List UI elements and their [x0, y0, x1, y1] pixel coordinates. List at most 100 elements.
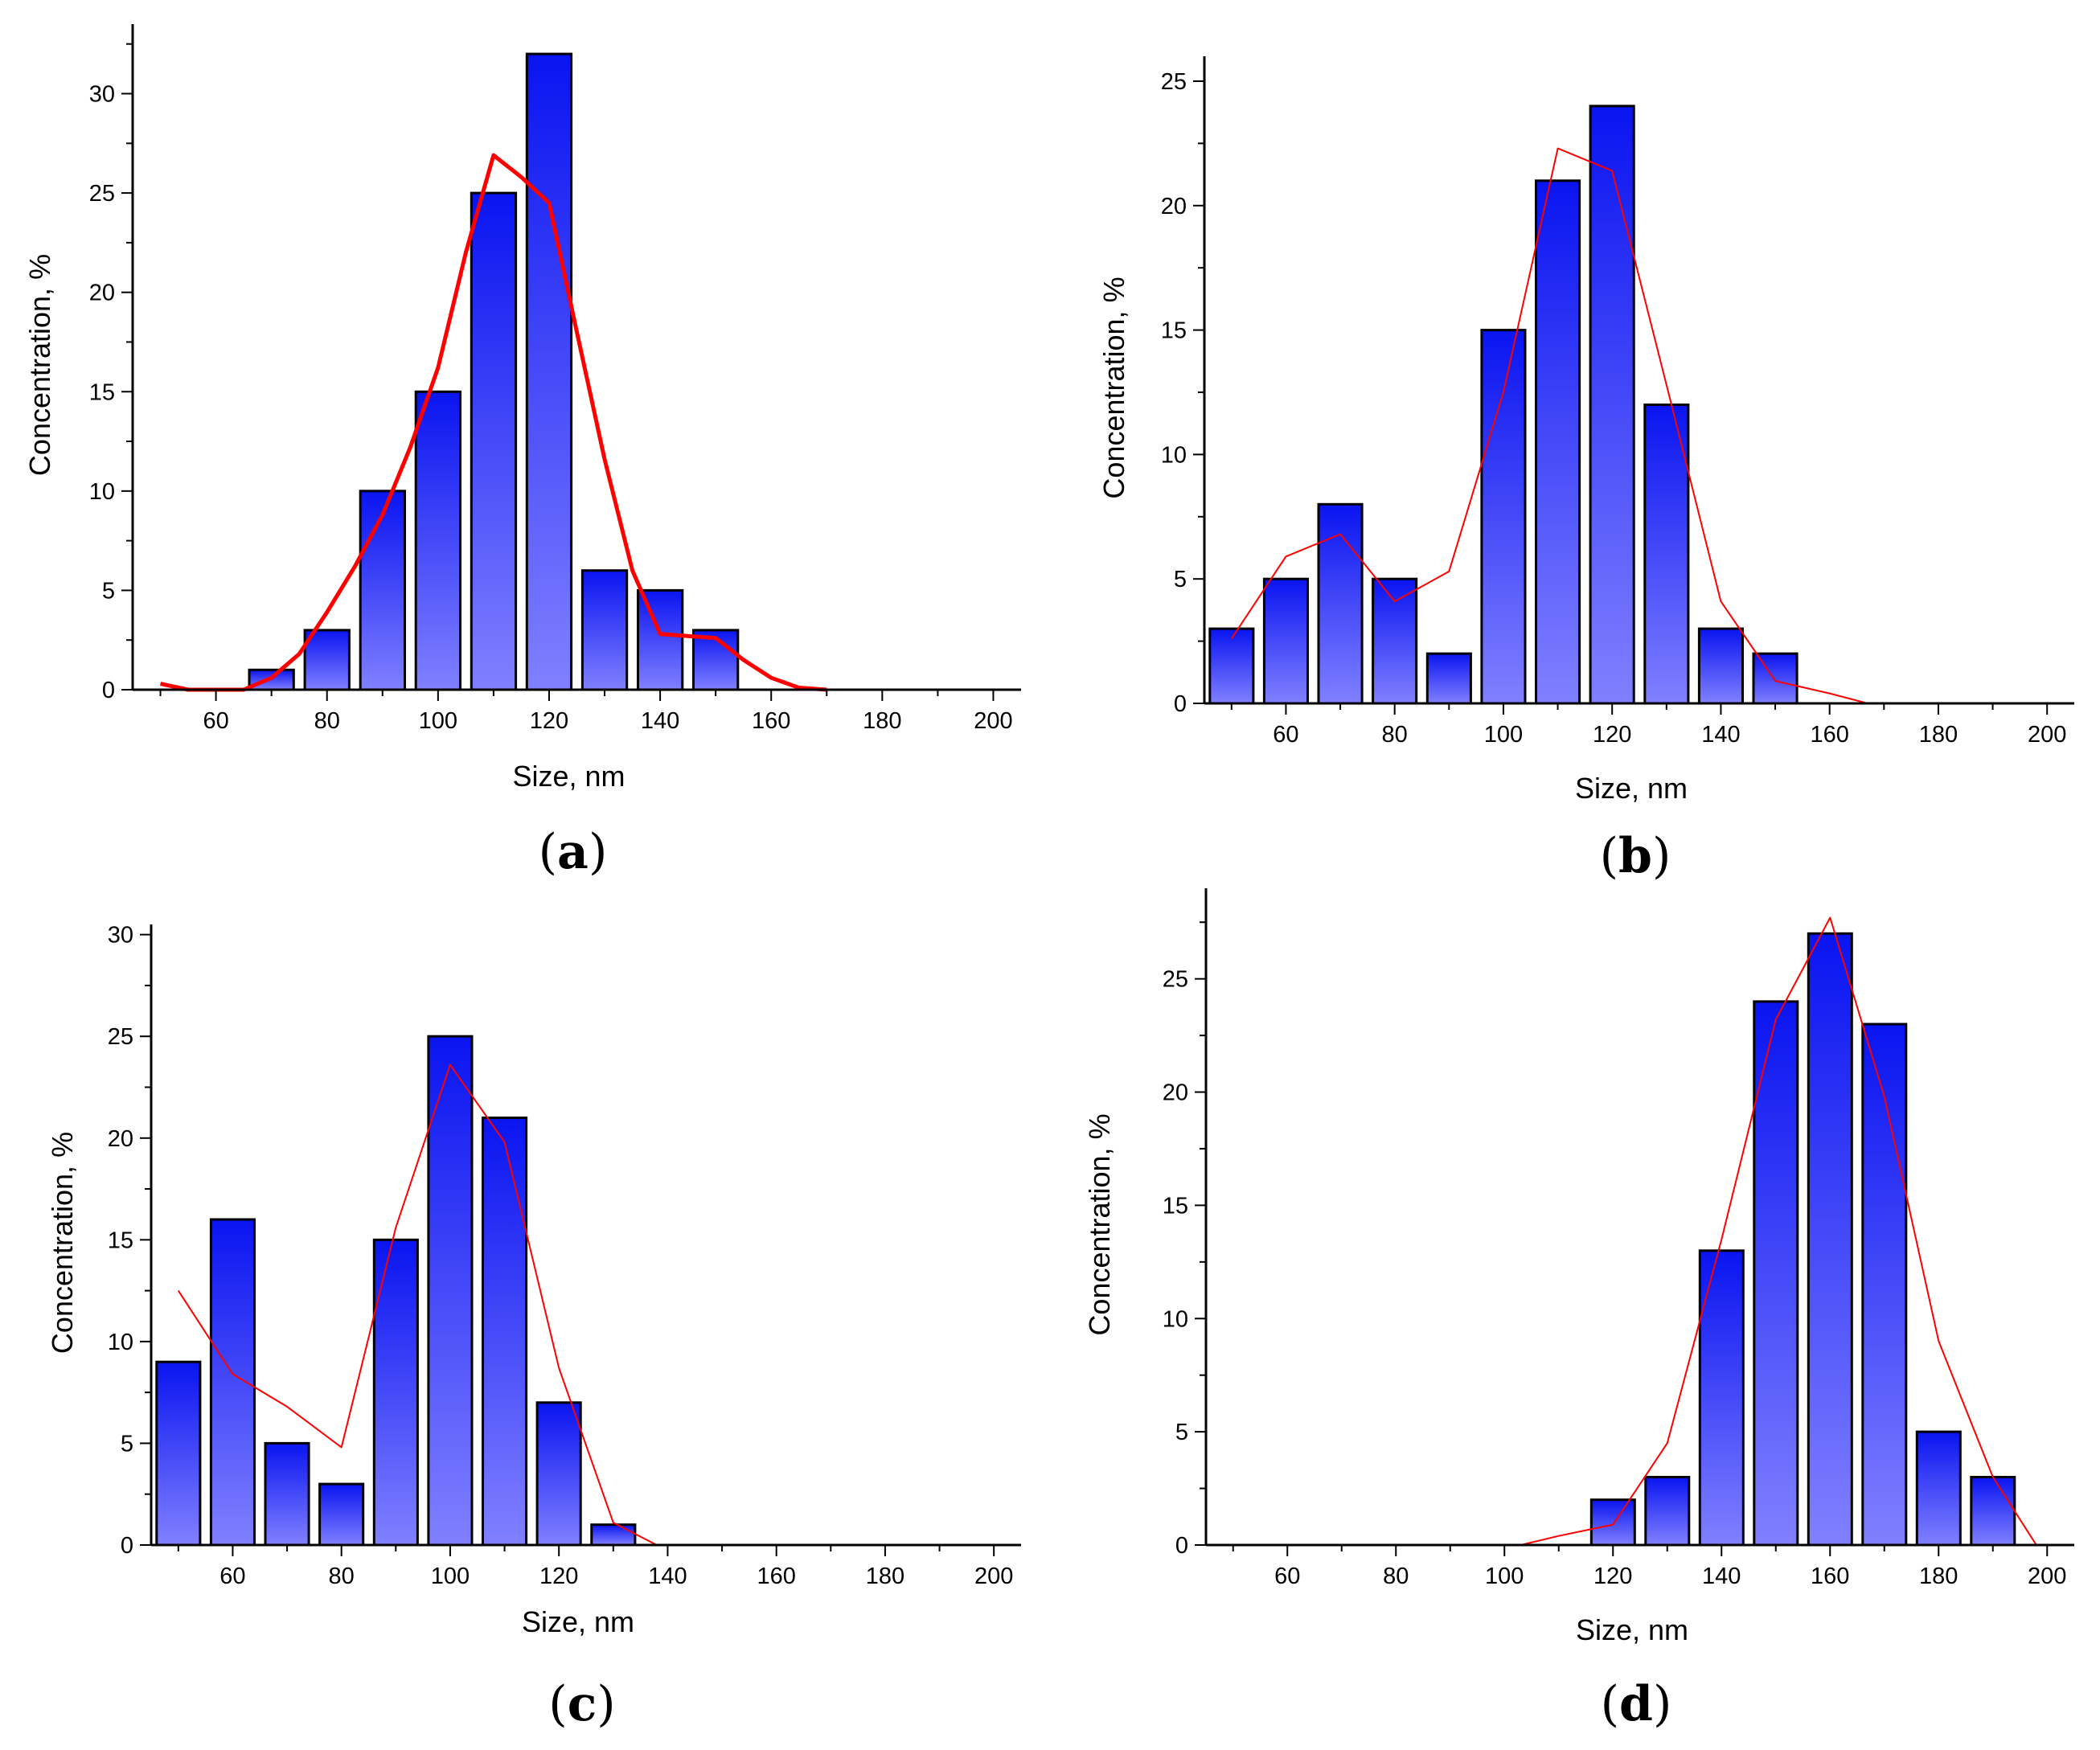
- chart-panel-c: 60 80 100 120 140 160 180 200 0 5 10 15 20 25 30 Size, …: [46, 923, 1021, 1732]
- y-tick-label-c-5: 5: [121, 1431, 133, 1457]
- bar-d-120: [1589, 1498, 1636, 1547]
- x-tick-label-d-160: 160: [1811, 1564, 1849, 1589]
- bar-a-120: [525, 52, 573, 691]
- panel-label-a: (a): [539, 824, 608, 880]
- bar-c-60: [209, 1218, 256, 1547]
- x-tick-label-c-120: 120: [539, 1564, 578, 1589]
- x-tick-label-b-140: 140: [1701, 722, 1740, 748]
- x-tick-label-d-140: 140: [1702, 1564, 1741, 1589]
- x-tick-label-b-100: 100: [1484, 722, 1523, 748]
- x-tick-label-c-80: 80: [329, 1564, 355, 1589]
- x-tick-label-b-180: 180: [1919, 722, 1958, 748]
- bar-c-80: [318, 1482, 365, 1547]
- x-tick-label-b-160: 160: [1810, 722, 1848, 748]
- bar-b-150: [1752, 652, 1799, 705]
- panel-letter-d: d: [1619, 1676, 1653, 1732]
- bar-d-160: [1807, 932, 1853, 1547]
- bar-b-80: [1372, 577, 1418, 705]
- panel-label-d: (d): [1601, 1676, 1672, 1732]
- chart-panel-a: 60 80 100 120 140 160 180 200 0 5 10 15 20 25 30 Size, …: [23, 24, 1021, 880]
- x-tick-label-a-100: 100: [419, 708, 457, 734]
- bar-c-70: [264, 1441, 310, 1547]
- bar-b-90: [1425, 652, 1472, 705]
- y-tick-label-c-20: 20: [108, 1126, 133, 1152]
- x-tick-label-c-60: 60: [219, 1564, 245, 1589]
- x-tick-label-a-60: 60: [203, 708, 228, 734]
- x-tick-label-d-60: 60: [1274, 1564, 1300, 1589]
- x-axis-title-a: Size, nm: [512, 760, 625, 793]
- y-tick-label-b-20: 20: [1161, 194, 1187, 219]
- y-axis-title-a: Concentration, %: [23, 254, 56, 476]
- bar-c-90: [372, 1238, 419, 1547]
- x-tick-label-c-180: 180: [866, 1564, 904, 1589]
- y-tick-label-b-15: 15: [1161, 318, 1187, 344]
- y-tick-label-a-10: 10: [89, 479, 115, 505]
- panel-letter-a: a: [557, 824, 589, 880]
- x-tick-label-d-80: 80: [1383, 1564, 1409, 1589]
- x-tick-label-b-60: 60: [1273, 722, 1298, 748]
- x-tick-label-a-120: 120: [530, 708, 568, 734]
- curve-c: [177, 1064, 658, 1546]
- x-tick-label-c-100: 100: [431, 1564, 470, 1589]
- bar-b-140: [1697, 627, 1744, 705]
- curve-d: [1520, 916, 2037, 1546]
- x-tick-label-d-200: 200: [2028, 1564, 2066, 1589]
- panels: 60 80 100 120 140 160 180 200 0 5 10 15 20 25 30 Size, …: [23, 24, 2074, 1732]
- bar-b-130: [1643, 404, 1690, 705]
- x-tick-label-a-80: 80: [314, 708, 340, 734]
- y-tick-label-c-10: 10: [108, 1330, 133, 1355]
- y-tick-label-b-5: 5: [1174, 567, 1187, 592]
- y-tick-label-d-20: 20: [1163, 1080, 1188, 1106]
- x-tick-label-c-140: 140: [648, 1564, 687, 1589]
- y-tick-label-c-30: 30: [108, 923, 133, 949]
- x-tick-label-a-160: 160: [752, 708, 790, 734]
- y-tick-label-c-25: 25: [108, 1024, 133, 1050]
- y-tick-label-a-15: 15: [89, 379, 115, 405]
- y-tick-label-d-25: 25: [1163, 967, 1188, 993]
- bar-d-190: [1970, 1476, 2016, 1547]
- y-axis-title-c: Concentration, %: [46, 1132, 79, 1354]
- y-tick-label-a-20: 20: [89, 281, 115, 306]
- bar-c-100: [427, 1035, 474, 1547]
- panel-letter-b: b: [1618, 828, 1652, 884]
- panel-label-b: (b): [1600, 828, 1671, 884]
- bar-b-60: [1262, 577, 1310, 705]
- y-tick-label-b-10: 10: [1161, 442, 1187, 468]
- bar-c-110: [482, 1117, 528, 1547]
- y-tick-label-d-10: 10: [1163, 1306, 1188, 1332]
- x-tick-label-b-80: 80: [1382, 722, 1408, 748]
- bar-a-100: [414, 390, 462, 691]
- bar-a-110: [470, 191, 518, 691]
- x-tick-label-a-180: 180: [863, 708, 901, 734]
- x-axis-title-d: Size, nm: [1576, 1613, 1688, 1646]
- bar-b-100: [1480, 329, 1527, 705]
- x-tick-label-d-100: 100: [1485, 1564, 1524, 1589]
- x-tick-label-b-120: 120: [1593, 722, 1631, 748]
- bar-b-50: [1208, 627, 1255, 705]
- bar-a-140: [637, 588, 684, 691]
- bar-d-150: [1753, 1000, 1799, 1547]
- y-axis-title-b: Concentration, %: [1097, 277, 1130, 498]
- bar-c-120: [535, 1401, 582, 1547]
- panel-letter-c: c: [568, 1676, 597, 1732]
- panel-label-c: (c): [548, 1676, 615, 1732]
- bar-c-50: [155, 1360, 202, 1547]
- bar-b-70: [1317, 502, 1364, 705]
- y-tick-label-c-0: 0: [121, 1533, 133, 1559]
- y-axis-title-d: Concentration, %: [1083, 1113, 1116, 1335]
- bar-b-120: [1589, 105, 1635, 705]
- y-tick-label-d-15: 15: [1163, 1193, 1188, 1219]
- x-tick-label-a-200: 200: [974, 708, 1012, 734]
- x-tick-label-b-200: 200: [2028, 722, 2066, 748]
- y-tick-label-a-25: 25: [89, 181, 115, 207]
- bar-b-110: [1535, 179, 1581, 705]
- x-tick-label-c-160: 160: [757, 1564, 795, 1589]
- y-tick-label-a-30: 30: [89, 82, 115, 108]
- bar-d-180: [1915, 1430, 1962, 1547]
- bar-d-170: [1861, 1023, 1908, 1547]
- y-tick-label-d-5: 5: [1175, 1420, 1188, 1445]
- x-axis-title-c: Size, nm: [522, 1605, 634, 1638]
- curve-a: [159, 153, 827, 692]
- x-tick-label-a-140: 140: [641, 708, 679, 734]
